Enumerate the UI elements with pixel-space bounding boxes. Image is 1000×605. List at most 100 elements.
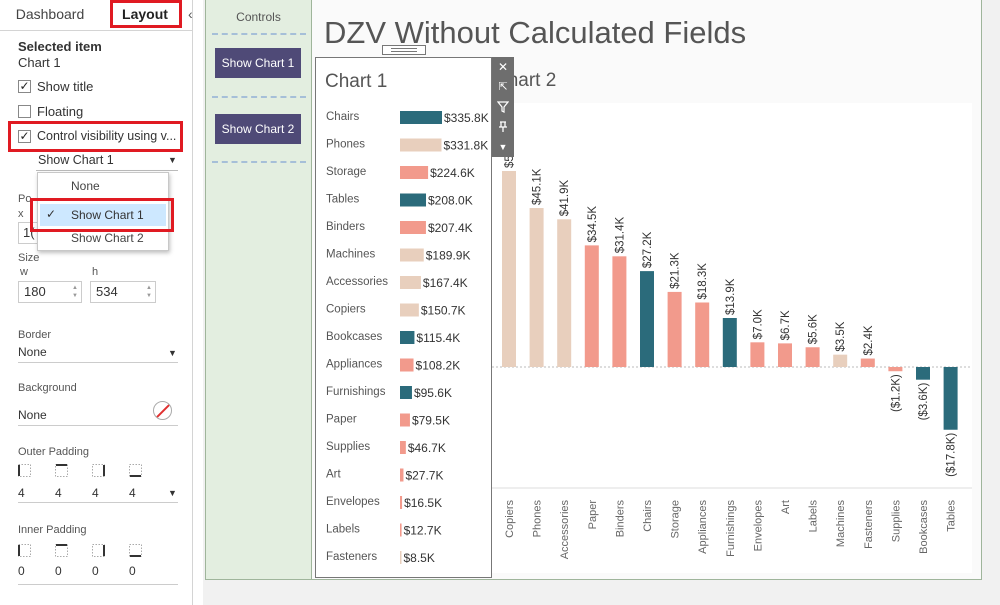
chart-1-category-label: Art [326, 469, 342, 481]
chart-2-bar [805, 347, 820, 367]
padding-bottom-icon [129, 464, 142, 477]
dropdown-option-label: Show Chart 1 [71, 208, 144, 222]
chart-1-bar [400, 386, 412, 399]
close-icon[interactable]: ✕ [492, 57, 514, 77]
filter-glyph [496, 101, 510, 113]
height-input[interactable]: 534 ▲ ▼ [90, 281, 156, 303]
height-spinner-icon[interactable]: ▲ ▼ [146, 285, 152, 299]
inner-padding-top[interactable]: 0 [55, 564, 62, 578]
inner-padding-top-icon [55, 544, 68, 557]
chart-2-value-label: $31.4K [614, 217, 626, 254]
inner-padding-right[interactable]: 0 [92, 564, 99, 578]
chart-1-value-label: $27.7K [405, 469, 443, 483]
inner-padding-bottom[interactable]: 0 [129, 564, 136, 578]
more-options-icon[interactable]: ▼ [492, 137, 514, 157]
floating-label: Floating [37, 104, 84, 119]
chart-1-category-label: Bookcases [326, 331, 383, 343]
chart-1-value-label: $335.8K [444, 111, 489, 125]
chart-2-bar [860, 358, 875, 367]
outer-padding-right[interactable]: 4 [92, 486, 99, 500]
border-underline [18, 362, 178, 363]
show-title-label: Show title [37, 79, 94, 94]
chart-1-value-label: $108.2K [416, 359, 461, 373]
tab-layout[interactable]: Layout [110, 0, 180, 29]
height-label: h [92, 266, 99, 278]
dashed-separator [212, 96, 306, 98]
dashed-separator [212, 33, 306, 35]
chart-1-category-label: Storage [326, 166, 366, 178]
filter-icon[interactable] [492, 97, 514, 117]
tab-dashboard[interactable]: Dashboard [15, 6, 85, 22]
dropdown-option-show-chart-1[interactable]: ✓ Show Chart 1 [40, 204, 166, 226]
chart-2-value-label: $13.9K [725, 278, 737, 315]
chart-2-value-label: $27.2K [642, 231, 654, 268]
chart-1-value-label: $8.5K [404, 551, 435, 565]
chart-1-bar [400, 468, 404, 482]
control-visibility-checkbox[interactable]: ✓ [18, 129, 31, 143]
chart-2-bar [502, 171, 516, 367]
chart-1-bar [400, 248, 424, 262]
dropdown-option-none[interactable]: None [38, 173, 168, 198]
no-color-swatch-icon[interactable] [153, 401, 172, 420]
chart-1-value-label: $12.7K [404, 524, 442, 538]
chart-1-category-label: Appliances [326, 359, 383, 371]
chart-1-bar [400, 193, 427, 207]
chart-2-category-label: Supplies [890, 500, 902, 543]
chart-2-category-label: Appliances [697, 500, 709, 554]
outer-padding-top[interactable]: 4 [55, 486, 62, 500]
chart-1-title: Chart 1 [325, 71, 388, 92]
chart-2-bar [943, 367, 958, 430]
visibility-field-select[interactable]: Show Chart 1 [38, 153, 114, 167]
show-title-checkbox[interactable]: ✓ [18, 79, 31, 93]
chart-2-value-label: ($3.6K) [918, 383, 930, 421]
border-select[interactable]: None [18, 345, 47, 359]
collapse-chevron-icon[interactable]: ‹ [188, 6, 193, 22]
select-chevron-down-icon[interactable]: ▼ [168, 155, 177, 165]
outer-padding-chevron-down-icon[interactable]: ▼ [168, 488, 177, 498]
chart-1-value-label: $16.5K [404, 496, 442, 510]
chart-1-bar [400, 496, 403, 509]
chart-1-value-label: $115.4K [416, 331, 460, 345]
layout-panel: Dashboard Layout ‹ Selected item Chart 1… [0, 0, 193, 605]
selected-item-name: Chart 1 [18, 55, 61, 70]
chart-2-bar [667, 291, 682, 367]
pin-icon[interactable] [492, 117, 514, 137]
inner-padding-right-icon [92, 544, 105, 557]
expand-icon[interactable]: ⇱ [492, 77, 514, 97]
width-spinner-icon[interactable]: ▲ ▼ [72, 285, 78, 299]
dropdown-option-label: None [71, 179, 100, 193]
width-input[interactable]: 180 ▲ ▼ [18, 281, 82, 303]
highlight-control-visibility [8, 121, 183, 152]
border-chevron-down-icon[interactable]: ▼ [168, 348, 177, 358]
width-value: 180 [24, 284, 46, 299]
outer-padding-left[interactable]: 4 [18, 486, 25, 500]
inner-padding-underline [18, 584, 178, 585]
background-label: Background [18, 382, 77, 394]
inner-padding-left[interactable]: 0 [18, 564, 25, 578]
select-underline [36, 170, 178, 171]
dropdown-option-show-chart-2[interactable]: Show Chart 2 [38, 228, 168, 250]
chart-1-value-label: $208.0K [428, 194, 473, 208]
chart-1-bar [400, 358, 414, 372]
chart-2-svg: $55.6KCopiers$45.1KPhones$41.9KAccessori… [492, 131, 972, 559]
background-underline [18, 425, 178, 426]
chart-2-bar [778, 343, 792, 367]
chart-2-category-label: Copiers [504, 500, 516, 538]
outer-padding-bottom[interactable]: 4 [129, 486, 136, 500]
show-chart-1-button[interactable]: Show Chart 1 [215, 48, 301, 78]
chart-2-value-label: ($17.8K) [946, 433, 958, 477]
chart-1-container[interactable]: Chart 1 Chairs $335.8K Phones $331.8K Storag… [315, 57, 492, 578]
background-select[interactable]: None [18, 408, 47, 422]
chart-2-category-label: Furnishings [725, 500, 737, 557]
chart-1-value-label: $46.7K [408, 441, 446, 455]
chart-2-bar [833, 354, 848, 367]
chart-2-category-label: Phones [532, 500, 544, 538]
show-chart-2-button[interactable]: Show Chart 2 [215, 114, 301, 144]
drag-handle-icon[interactable] [382, 45, 426, 55]
chart-1-value-label: $150.7K [421, 304, 466, 318]
chart-2-category-label: Labels [808, 500, 820, 533]
size-label: Size [18, 252, 40, 264]
floating-checkbox[interactable] [18, 105, 31, 118]
chart-1-bar [400, 523, 402, 537]
chart-2-value-label: $2.4K [863, 325, 875, 355]
